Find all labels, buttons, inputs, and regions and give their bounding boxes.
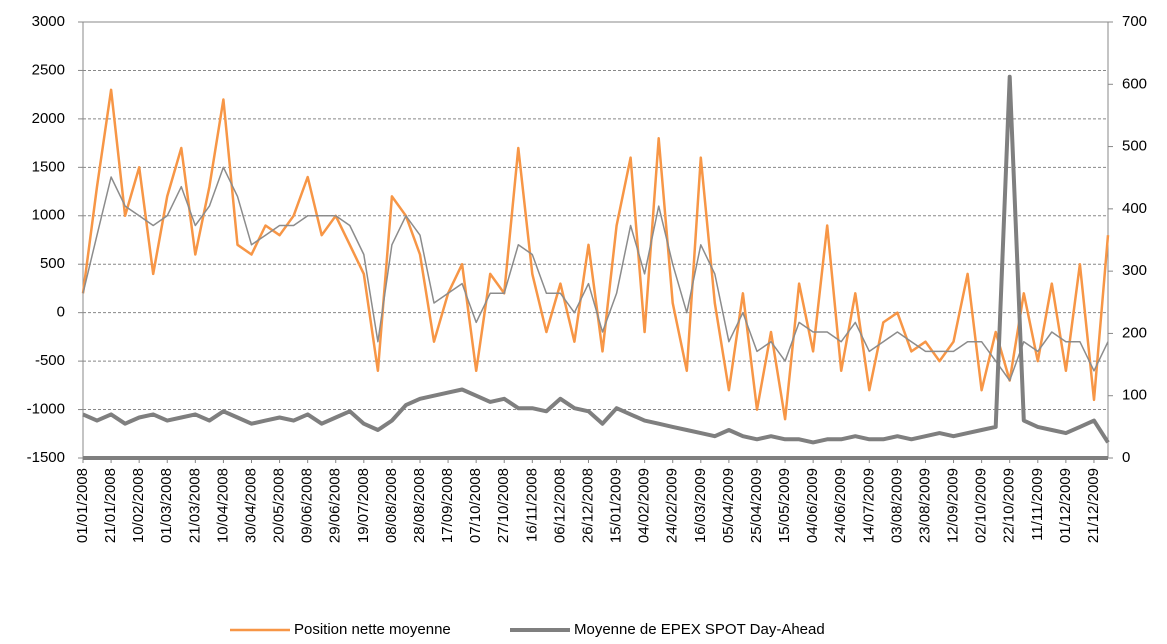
y2-tick-label: 500 — [1122, 138, 1147, 155]
x-tick-label: 16/11/2008 — [523, 468, 540, 542]
x-tick-label: 02/10/2009 — [973, 468, 990, 543]
y-tick-label: -1000 — [27, 401, 65, 418]
y2-tick-label: 200 — [1122, 324, 1147, 341]
x-tick-label: 29/06/2008 — [327, 468, 344, 543]
y2-tick-label: 300 — [1122, 262, 1147, 279]
x-tick-label: 15/05/2009 — [776, 468, 793, 543]
x-tick-label: 03/08/2009 — [888, 468, 905, 543]
y2-tick-label: 100 — [1122, 387, 1147, 404]
x-tick-label: 01/12/2009 — [1057, 468, 1074, 543]
x-tick-label: 10/02/2008 — [130, 468, 147, 543]
x-tick-label: 14/07/2009 — [860, 468, 877, 543]
x-tick-label: 12/09/2009 — [945, 468, 962, 543]
x-tick-label: 27/10/2008 — [495, 468, 512, 543]
y-tick-label: 1000 — [32, 207, 65, 224]
y-tick-label: 2000 — [32, 110, 65, 127]
y2-tick-label: 0 — [1122, 449, 1130, 466]
y2-tick-label: 600 — [1122, 75, 1147, 92]
y-tick-label: 500 — [40, 255, 65, 272]
x-tick-label: 10/04/2008 — [214, 468, 231, 543]
x-tick-label: 04/02/2009 — [636, 468, 653, 543]
series-line — [82, 74, 1110, 445]
y-tick-label: 3000 — [32, 13, 65, 30]
x-tick-label: 26/12/2008 — [579, 468, 596, 543]
x-tick-label: 21/12/2009 — [1085, 468, 1102, 543]
series-line — [81, 88, 1110, 421]
x-tick-label: 06/12/2008 — [551, 468, 568, 543]
x-tick-label: 19/07/2008 — [355, 468, 372, 543]
y2-tick-label: 700 — [1122, 13, 1147, 30]
y-tick-label: 2500 — [32, 61, 65, 78]
x-tick-label: 05/04/2009 — [720, 468, 737, 543]
x-tick-label: 21/03/2008 — [186, 468, 203, 543]
x-tick-label: 01/01/2008 — [74, 468, 91, 543]
x-tick-label: 09/06/2008 — [299, 468, 316, 543]
x-tick-label: 11/11/2009 — [1029, 468, 1046, 541]
x-tick-label: 08/08/2008 — [383, 468, 400, 543]
legend-label: Moyenne de EPEX SPOT Day-Ahead — [574, 621, 825, 638]
x-tick-label: 21/01/2008 — [102, 468, 119, 543]
x-tick-label: 30/04/2008 — [242, 468, 259, 543]
y-tick-label: -1500 — [27, 449, 65, 466]
x-tick-label: 01/03/2008 — [158, 468, 175, 543]
x-tick-label: 15/01/2009 — [608, 468, 625, 543]
x-tick-label: 04/06/2009 — [804, 468, 821, 543]
x-tick-label: 28/08/2008 — [411, 468, 428, 543]
x-tick-label: 25/04/2009 — [748, 468, 765, 543]
y-tick-label: 0 — [57, 304, 65, 321]
legend-label: Position nette moyenne — [294, 621, 451, 638]
x-tick-label: 24/06/2009 — [832, 468, 849, 543]
x-tick-label: 16/03/2009 — [692, 468, 709, 543]
x-tick-label: 17/09/2008 — [439, 468, 456, 543]
y2-tick-label: 400 — [1122, 200, 1147, 217]
x-tick-label: 20/05/2008 — [271, 468, 288, 543]
x-tick-label: 23/08/2009 — [916, 468, 933, 543]
x-tick-label: 07/10/2008 — [467, 468, 484, 543]
x-tick-label: 22/10/2009 — [1001, 468, 1018, 543]
series-line — [82, 166, 1109, 382]
y-tick-label: -500 — [35, 352, 65, 369]
y-tick-label: 1500 — [32, 158, 65, 175]
x-tick-label: 24/02/2009 — [664, 468, 681, 543]
